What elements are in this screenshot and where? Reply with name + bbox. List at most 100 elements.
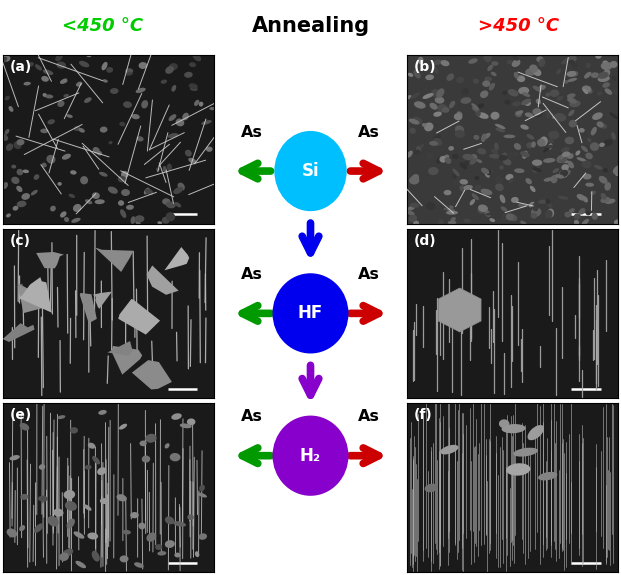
Ellipse shape bbox=[469, 158, 477, 165]
Text: As: As bbox=[358, 125, 380, 140]
Ellipse shape bbox=[495, 183, 504, 191]
Ellipse shape bbox=[47, 119, 55, 124]
Ellipse shape bbox=[525, 112, 533, 117]
Ellipse shape bbox=[514, 143, 521, 150]
Ellipse shape bbox=[416, 146, 421, 154]
Ellipse shape bbox=[501, 213, 510, 221]
Ellipse shape bbox=[555, 174, 564, 179]
Ellipse shape bbox=[484, 210, 491, 217]
Ellipse shape bbox=[442, 107, 450, 113]
Ellipse shape bbox=[597, 91, 602, 96]
Ellipse shape bbox=[2, 182, 8, 189]
Ellipse shape bbox=[86, 53, 91, 58]
Ellipse shape bbox=[576, 157, 587, 162]
Ellipse shape bbox=[463, 185, 473, 190]
Ellipse shape bbox=[496, 128, 505, 132]
Ellipse shape bbox=[562, 170, 571, 177]
Ellipse shape bbox=[450, 209, 455, 213]
Ellipse shape bbox=[66, 519, 75, 528]
Ellipse shape bbox=[513, 448, 538, 457]
Ellipse shape bbox=[446, 210, 458, 214]
Ellipse shape bbox=[410, 203, 420, 208]
Text: H₂: H₂ bbox=[300, 447, 321, 465]
Ellipse shape bbox=[110, 88, 119, 94]
Ellipse shape bbox=[43, 93, 47, 97]
Ellipse shape bbox=[598, 72, 609, 79]
Ellipse shape bbox=[450, 217, 456, 222]
Ellipse shape bbox=[568, 110, 574, 116]
Ellipse shape bbox=[546, 145, 554, 148]
Ellipse shape bbox=[118, 176, 126, 182]
Ellipse shape bbox=[433, 60, 442, 65]
Ellipse shape bbox=[167, 163, 172, 171]
Ellipse shape bbox=[554, 198, 560, 206]
Ellipse shape bbox=[547, 209, 554, 217]
Ellipse shape bbox=[109, 141, 112, 144]
Ellipse shape bbox=[187, 419, 196, 426]
Ellipse shape bbox=[140, 440, 147, 446]
Ellipse shape bbox=[121, 189, 130, 196]
Ellipse shape bbox=[97, 151, 102, 155]
Ellipse shape bbox=[584, 72, 591, 79]
Ellipse shape bbox=[538, 85, 546, 90]
Ellipse shape bbox=[47, 155, 55, 164]
Ellipse shape bbox=[512, 54, 519, 61]
Ellipse shape bbox=[84, 504, 91, 511]
Ellipse shape bbox=[586, 183, 594, 187]
Ellipse shape bbox=[125, 68, 133, 74]
Ellipse shape bbox=[66, 114, 73, 118]
Ellipse shape bbox=[93, 147, 100, 154]
Ellipse shape bbox=[509, 178, 514, 183]
Ellipse shape bbox=[599, 176, 607, 183]
Ellipse shape bbox=[454, 113, 463, 120]
Ellipse shape bbox=[494, 175, 504, 183]
Ellipse shape bbox=[613, 165, 621, 174]
Ellipse shape bbox=[549, 131, 558, 139]
Ellipse shape bbox=[138, 523, 145, 530]
Ellipse shape bbox=[525, 178, 532, 184]
Ellipse shape bbox=[473, 79, 479, 84]
Ellipse shape bbox=[147, 532, 156, 542]
Ellipse shape bbox=[273, 273, 348, 354]
Ellipse shape bbox=[85, 200, 93, 204]
Ellipse shape bbox=[453, 168, 460, 177]
Ellipse shape bbox=[561, 147, 570, 152]
Ellipse shape bbox=[468, 59, 478, 64]
Ellipse shape bbox=[553, 168, 559, 173]
Ellipse shape bbox=[520, 151, 530, 158]
Ellipse shape bbox=[487, 64, 493, 71]
Ellipse shape bbox=[473, 135, 479, 140]
Ellipse shape bbox=[165, 540, 175, 548]
Ellipse shape bbox=[411, 174, 419, 182]
Ellipse shape bbox=[418, 144, 424, 150]
Ellipse shape bbox=[587, 131, 591, 135]
Polygon shape bbox=[18, 283, 42, 313]
Ellipse shape bbox=[185, 150, 192, 156]
Ellipse shape bbox=[162, 217, 170, 224]
Ellipse shape bbox=[188, 515, 194, 520]
Ellipse shape bbox=[427, 152, 433, 159]
Text: As: As bbox=[241, 125, 263, 140]
Ellipse shape bbox=[173, 521, 186, 527]
Ellipse shape bbox=[135, 87, 146, 93]
Ellipse shape bbox=[556, 69, 561, 75]
Ellipse shape bbox=[55, 53, 63, 62]
Ellipse shape bbox=[481, 133, 486, 142]
Ellipse shape bbox=[543, 146, 551, 152]
Ellipse shape bbox=[504, 99, 510, 105]
Text: (f): (f) bbox=[413, 408, 432, 422]
Ellipse shape bbox=[502, 424, 525, 434]
Ellipse shape bbox=[173, 187, 183, 194]
Ellipse shape bbox=[545, 199, 550, 204]
Ellipse shape bbox=[14, 141, 22, 149]
Ellipse shape bbox=[63, 94, 69, 97]
Ellipse shape bbox=[512, 152, 519, 156]
Ellipse shape bbox=[443, 206, 453, 211]
Ellipse shape bbox=[569, 208, 575, 213]
Ellipse shape bbox=[425, 74, 434, 80]
Ellipse shape bbox=[551, 175, 558, 183]
Ellipse shape bbox=[455, 125, 465, 134]
Ellipse shape bbox=[106, 67, 113, 73]
Ellipse shape bbox=[504, 152, 514, 159]
Ellipse shape bbox=[92, 192, 100, 199]
